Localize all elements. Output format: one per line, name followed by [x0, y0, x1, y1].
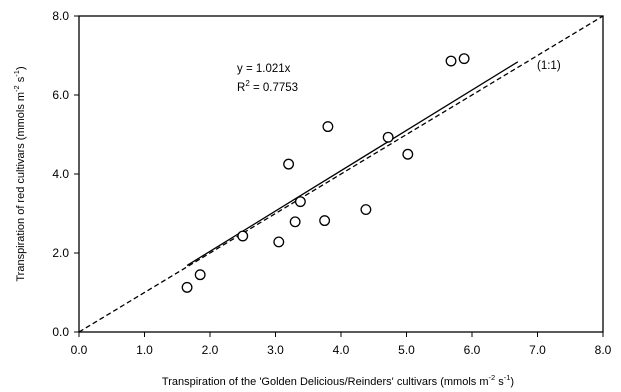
data-point — [194, 269, 206, 281]
x-tick-label: 2.0 — [202, 343, 219, 357]
y-tick-label: 0.0 — [52, 325, 69, 339]
y-tick-label: 2.0 — [52, 246, 69, 260]
data-point — [360, 204, 372, 216]
annotations: y = 1.021x R2 = 0.7753 (1:1) — [237, 60, 561, 94]
x-tick-label: 6.0 — [464, 343, 481, 357]
data-point — [319, 215, 331, 227]
x-tick-label: 7.0 — [529, 343, 546, 357]
x-tick-label: 0.0 — [71, 343, 88, 357]
y-tick-label: 6.0 — [52, 88, 69, 102]
one-to-one-line — [78, 15, 604, 333]
data-point — [382, 131, 394, 143]
data-point — [237, 230, 249, 242]
fit-lines — [78, 15, 604, 333]
one-to-one-label: (1:1) — [537, 60, 561, 72]
data-point — [402, 148, 414, 160]
x-tick-label: 5.0 — [398, 343, 415, 357]
y-tick-label: 4.0 — [52, 167, 69, 181]
x-tick-label: 1.0 — [136, 343, 153, 357]
data-point — [273, 236, 285, 248]
r-squared-label: R2 = 0.7753 — [237, 79, 298, 94]
axes: 0.0 1.0 2.0 3.0 4.0 5.0 6.0 7.0 8.0 0.0 2.0 4.0 6.0 8… — [52, 9, 611, 357]
data-point — [294, 196, 306, 208]
x-axis-title: Transpiration of the 'Golden Delicious/R… — [162, 373, 514, 388]
data-point — [181, 281, 193, 293]
axis-titles: Transpiration of the 'Golden Delicious/R… — [12, 66, 514, 388]
x-tick-label: 3.0 — [267, 343, 284, 357]
data-point — [322, 121, 334, 133]
x-tick-label: 8.0 — [595, 343, 612, 357]
y-tick-label: 8.0 — [52, 9, 69, 23]
x-tick-label: 4.0 — [333, 343, 350, 357]
y-axis-title: Transpiration of red cultivars (mmols m-… — [12, 66, 27, 281]
data-points — [181, 53, 470, 293]
data-point — [445, 55, 457, 67]
data-point — [458, 53, 470, 65]
regression-equation-label: y = 1.021x — [237, 63, 291, 75]
data-point — [289, 216, 301, 228]
data-point — [283, 158, 295, 170]
